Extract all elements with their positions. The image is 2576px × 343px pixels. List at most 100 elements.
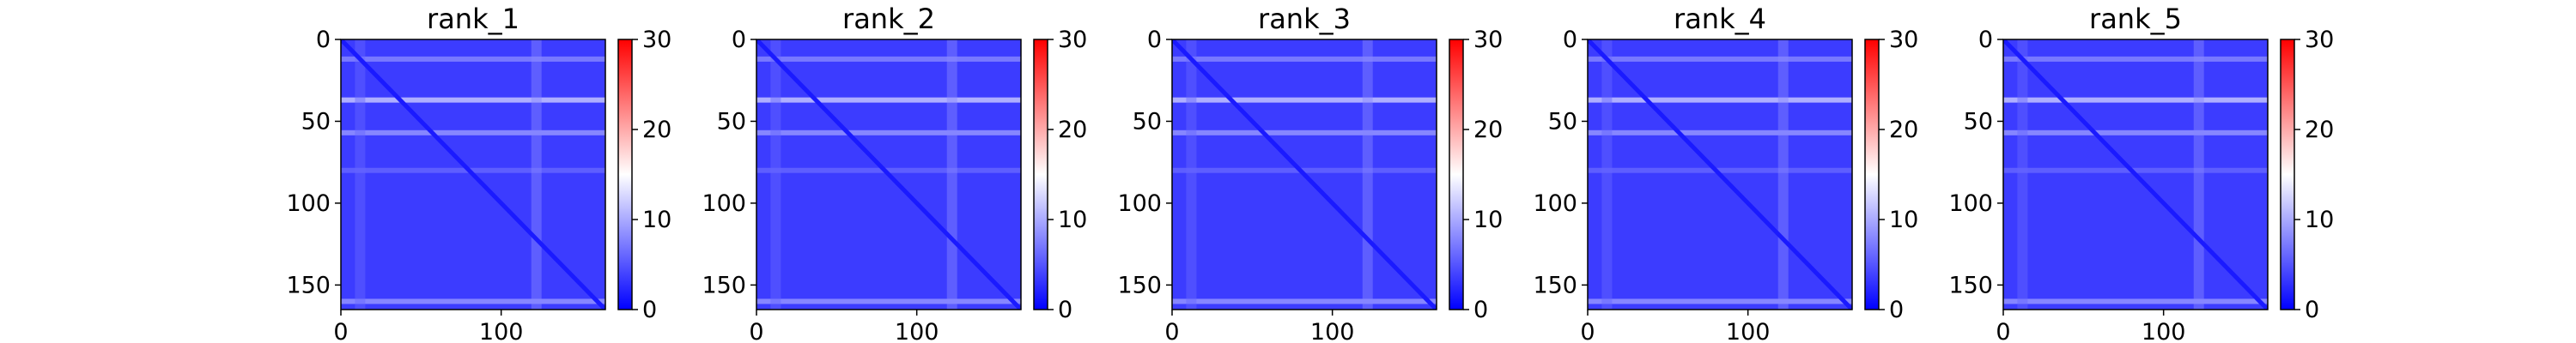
panel-title: rank_5 xyxy=(2089,3,2182,35)
y-tick-label: 150 xyxy=(702,272,746,298)
y-tick-label: 0 xyxy=(1563,27,1577,53)
y-tick-label: 50 xyxy=(1133,108,1162,135)
y-tick-label: 150 xyxy=(286,272,331,298)
axes-frame xyxy=(1587,39,1853,310)
heatmap-column-band xyxy=(531,39,542,310)
heatmap-row-band xyxy=(1172,97,1437,103)
colorbar-tick-label: 0 xyxy=(1889,297,1904,323)
y-tick-label: 150 xyxy=(1533,272,1577,298)
heatmap-diagonal xyxy=(341,39,605,310)
y-tick-label: 100 xyxy=(1948,190,1993,217)
y-tick-label: 50 xyxy=(1548,108,1577,135)
x-tick-label: 0 xyxy=(1580,319,1595,343)
heatmap-row-band xyxy=(341,298,605,304)
colorbar-tick-label: 30 xyxy=(1889,27,1918,53)
heatmap-row-band xyxy=(2003,298,2268,304)
colorbar-tick-label: 20 xyxy=(642,117,671,143)
axes-frame xyxy=(1171,39,1437,310)
y-tick-label: 50 xyxy=(717,108,746,135)
colorbar xyxy=(1864,39,1880,310)
heatmap-row-band xyxy=(756,56,1021,62)
axes-frame xyxy=(2002,39,2269,310)
heatmap-diagonal xyxy=(2003,39,2268,310)
heatmap-image xyxy=(2003,39,2268,310)
colorbar-tick-label: 0 xyxy=(1473,297,1488,323)
x-tick-label: 0 xyxy=(1996,319,2010,343)
heatmap-image xyxy=(1172,39,1437,310)
panel-title: rank_1 xyxy=(427,3,519,35)
heatmap-row-band xyxy=(1172,167,1437,173)
y-tick-label: 100 xyxy=(1117,190,1162,217)
colorbar-tick-label: 30 xyxy=(2305,27,2334,53)
heatmap-column-band xyxy=(1601,39,1613,310)
colorbar-tick-label: 0 xyxy=(2305,297,2319,323)
heatmap-column-band xyxy=(2017,39,2028,310)
heatmap-row-band xyxy=(1172,56,1437,62)
colorbar xyxy=(617,39,633,310)
heatmap-image xyxy=(1588,39,1852,310)
heatmap-row-band xyxy=(756,298,1021,304)
y-tick-label: 150 xyxy=(1117,272,1162,298)
axes-frame xyxy=(340,39,606,310)
y-tick-label: 100 xyxy=(286,190,331,217)
colorbar-tick-label: 20 xyxy=(2305,117,2334,143)
heatmap-row-band xyxy=(1588,129,1852,135)
heatmap-row-band xyxy=(2003,129,2268,135)
colorbar-tick-label: 30 xyxy=(1473,27,1503,53)
colorbar-tick-label: 10 xyxy=(1889,207,1918,233)
colorbar-tick-label: 10 xyxy=(642,207,671,233)
panel-title: rank_4 xyxy=(1674,3,1766,35)
x-tick-label: 0 xyxy=(749,319,763,343)
heatmap-row-band xyxy=(756,97,1021,103)
y-tick-label: 0 xyxy=(1978,27,1993,53)
colorbar-tick-label: 10 xyxy=(1473,207,1503,233)
colorbar-tick-label: 20 xyxy=(1889,117,1918,143)
y-tick-label: 100 xyxy=(1533,190,1577,217)
heatmap-row-band xyxy=(341,129,605,135)
axes-frame xyxy=(756,39,1022,310)
heatmap-diagonal xyxy=(1588,39,1852,310)
colorbar-tick-label: 30 xyxy=(642,27,671,53)
heatmap-row-band xyxy=(1588,56,1852,62)
x-tick-label: 0 xyxy=(1164,319,1179,343)
heatmap-column-band xyxy=(2193,39,2204,310)
panel-title: rank_2 xyxy=(842,3,935,35)
heatmap-row-band xyxy=(756,129,1021,135)
heatmap-column-band xyxy=(946,39,957,310)
heatmap-row-band xyxy=(756,167,1021,173)
heatmap-row-band xyxy=(2003,97,2268,103)
heatmap-row-band xyxy=(341,167,605,173)
x-tick-label: 0 xyxy=(333,319,348,343)
y-tick-label: 0 xyxy=(1147,27,1162,53)
heatmap-row-band xyxy=(2003,56,2268,62)
heatmap-row-band xyxy=(1588,97,1852,103)
y-tick-label: 0 xyxy=(316,27,331,53)
heatmap-row-band xyxy=(341,56,605,62)
y-tick-label: 100 xyxy=(702,190,746,217)
colorbar-tick-label: 10 xyxy=(1058,207,1087,233)
colorbar xyxy=(1449,39,1464,310)
colorbar-tick-label: 20 xyxy=(1473,117,1503,143)
heatmap-row-band xyxy=(341,97,605,103)
heatmap-row-band xyxy=(1172,129,1437,135)
y-tick-label: 150 xyxy=(1948,272,1993,298)
heatmap-column-band xyxy=(355,39,366,310)
heatmap-column-band xyxy=(1186,39,1197,310)
colorbar-tick-label: 0 xyxy=(1058,297,1072,323)
x-tick-label: 100 xyxy=(1726,319,1771,343)
x-tick-label: 100 xyxy=(2142,319,2186,343)
colorbar-tick-label: 20 xyxy=(1058,117,1087,143)
heatmap-diagonal xyxy=(756,39,1021,310)
x-tick-label: 100 xyxy=(895,319,939,343)
x-tick-label: 100 xyxy=(479,319,524,343)
heatmap-column-band xyxy=(770,39,781,310)
heatmap-image xyxy=(756,39,1021,310)
heatmap-image xyxy=(341,39,605,310)
